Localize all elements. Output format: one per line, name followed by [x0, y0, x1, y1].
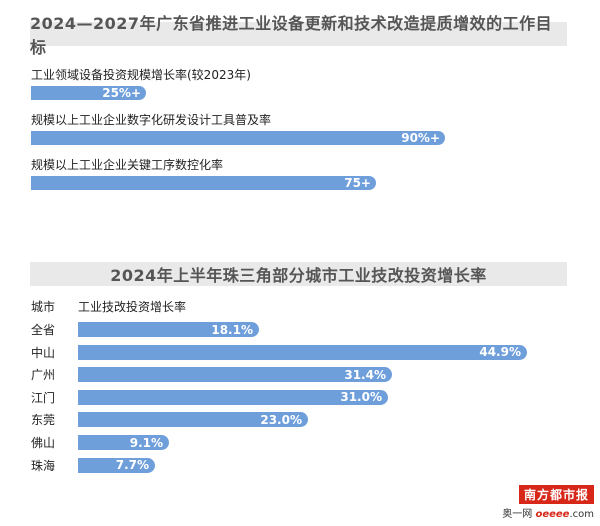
city-label: 珠海: [31, 458, 56, 473]
target-value-label: 25%+: [102, 86, 141, 100]
city-value-label: 44.9%: [479, 345, 521, 360]
website-suffix: .com: [569, 509, 594, 520]
city-value-label: 31.0%: [340, 390, 382, 405]
website-brand: oeeee: [535, 509, 570, 520]
city-label: 东莞: [31, 413, 56, 428]
column-header-growth: 工业技改投资增长率: [78, 300, 187, 314]
chart-title-targets: 2024—2027年广东省推进工业设备更新和技术改造提质增效的工作目标: [30, 14, 567, 57]
column-header-city: 城市: [31, 300, 56, 314]
chart-title-city-growth: 2024年上半年珠三角部分城市工业技改投资增长率: [30, 262, 567, 286]
target-bar: 25%+: [31, 86, 146, 100]
city-value-label: 23.0%: [260, 412, 302, 427]
city-bar: 31.4%: [78, 367, 392, 383]
city-label: 广州: [31, 368, 56, 383]
city-bar: 9.1%: [78, 435, 169, 450]
city-bar: 23.0%: [78, 412, 308, 428]
city-bar: 18.1%: [78, 322, 259, 337]
city-label: 江门: [31, 390, 56, 405]
city-label: 全省: [31, 323, 56, 337]
target-bar: 90%+: [31, 131, 445, 145]
city-bar: 31.0%: [78, 389, 388, 405]
target-label: 工业领域设备投资规模增长率(较2023年): [31, 68, 251, 82]
target-value-label: 75+: [344, 176, 371, 190]
city-value-label: 31.4%: [344, 367, 386, 382]
city-bar: 44.9%: [78, 344, 527, 360]
website-logo: 奥一网 oeeee.com: [502, 505, 594, 520]
city-bar: 7.7%: [78, 457, 155, 473]
target-bar: 75+: [31, 176, 376, 190]
city-value-label: 18.1%: [211, 322, 253, 337]
target-label: 规模以上工业企业数字化研发设计工具普及率: [31, 113, 272, 127]
target-label: 规模以上工业企业关键工序数控化率: [31, 158, 224, 172]
city-value-label: 9.1%: [129, 435, 163, 450]
target-value-label: 90%+: [401, 131, 440, 145]
newspaper-logo: 南方都市报: [518, 485, 594, 504]
website-prefix: 奥一网: [502, 509, 533, 520]
city-label: 中山: [31, 345, 56, 360]
city-label: 佛山: [31, 436, 56, 450]
city-value-label: 7.7%: [115, 458, 149, 473]
